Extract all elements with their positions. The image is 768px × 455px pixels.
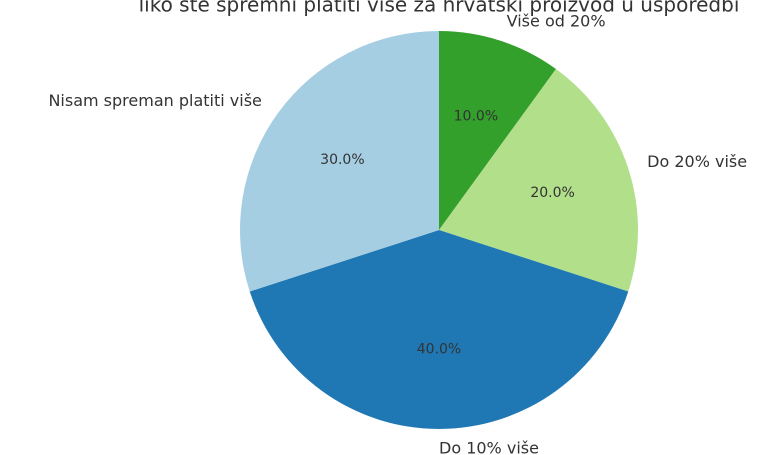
- pie-slice: [439, 69, 638, 292]
- percent-label: 10.0%: [454, 108, 498, 124]
- percent-label: 20.0%: [530, 185, 574, 201]
- percent-label: 30.0%: [320, 152, 364, 168]
- pie-slice: [249, 230, 629, 429]
- chart-title: liko ste spremni platiti više za hrvatsk…: [139, 0, 740, 17]
- slice-label: Do 20% više: [647, 152, 747, 171]
- slice-label: Do 10% više: [439, 438, 539, 455]
- pie-slice: [239, 31, 439, 292]
- slice-label: Više od 20%: [507, 11, 606, 30]
- percent-label: 40.0%: [417, 341, 461, 357]
- pie-slice: [439, 31, 556, 230]
- slice-label: Nisam spreman platiti više: [48, 91, 261, 110]
